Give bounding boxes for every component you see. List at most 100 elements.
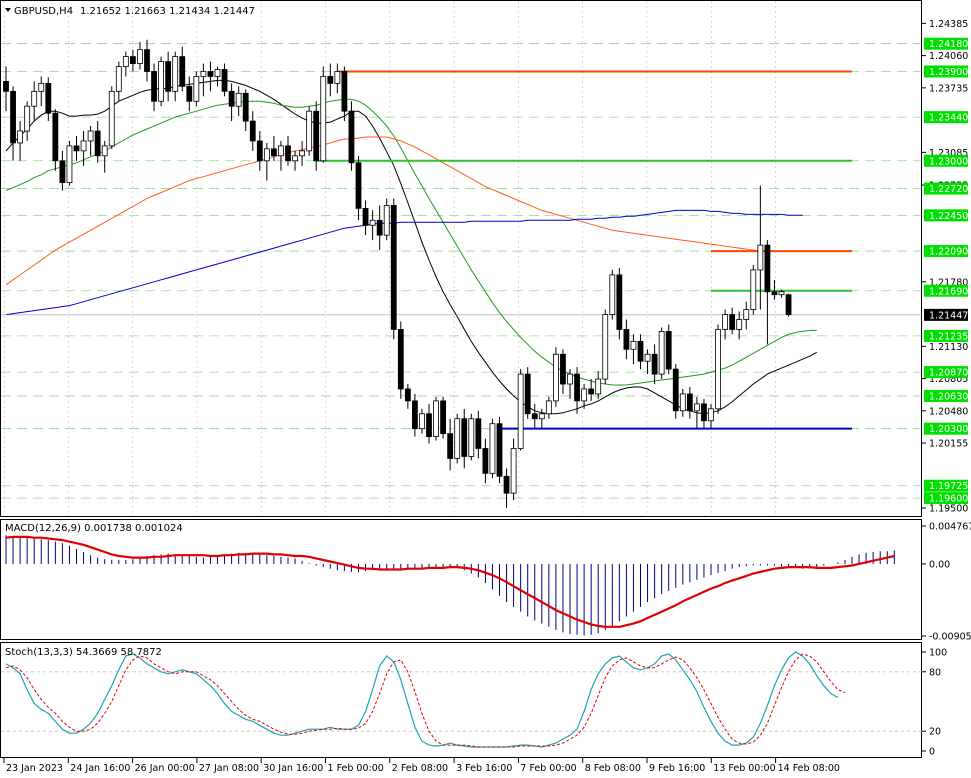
candle (553, 347, 559, 407)
candle (574, 367, 580, 414)
level-price-badge (924, 182, 968, 195)
candle (115, 61, 122, 102)
candle (489, 418, 496, 479)
level-price-badge (924, 329, 968, 342)
candle (59, 150, 66, 191)
bullish-candle-body (715, 329, 721, 410)
candle (38, 76, 45, 107)
level-price-label: 1.19725 (929, 481, 968, 492)
candle (348, 101, 355, 171)
time-tick-label: 13 Feb 00:00 (713, 763, 775, 774)
candle (658, 327, 665, 380)
price-tick-label: 1.20155 (929, 439, 968, 450)
stoch-tick-label: 100 (929, 648, 947, 659)
current-price-label: 1.21447 (929, 310, 968, 321)
candle (785, 293, 792, 317)
bullish-candle-body (750, 269, 757, 311)
bullish-candle-body (158, 61, 165, 102)
candle (278, 140, 284, 171)
bearish-candle-body (221, 69, 228, 92)
bearish-candle-body (355, 162, 362, 209)
bullish-candle-body (31, 90, 38, 107)
candle (285, 135, 291, 166)
candle (651, 344, 658, 385)
bullish-candle-body (334, 71, 341, 84)
level-price-badge (924, 284, 968, 297)
candle (327, 63, 334, 97)
price-tick-label: 1.21780 (929, 277, 968, 288)
bearish-candle-body (179, 56, 186, 87)
bullish-candle-body (489, 423, 496, 474)
candle (616, 267, 623, 340)
candle (679, 388, 686, 417)
dropdown-triangle-icon[interactable] (5, 8, 11, 12)
candle (242, 89, 249, 132)
bearish-candle-body (270, 148, 277, 157)
candle (17, 121, 24, 161)
bearish-candle-body (771, 291, 778, 296)
bullish-candle-body (538, 413, 545, 420)
candle (129, 49, 136, 72)
bullish-candle-body (419, 413, 425, 430)
bearish-candle-body (256, 140, 263, 162)
candle (524, 367, 531, 419)
stoch-tick-label: 80 (929, 667, 941, 678)
bearish-candle-body (524, 373, 531, 415)
candle (503, 468, 510, 509)
bullish-candle-body (708, 408, 714, 422)
candle (433, 396, 439, 441)
bearish-candle-body (672, 368, 679, 412)
bullish-candle-body (38, 82, 45, 92)
macd-tick-label: -0.009058 (929, 632, 971, 643)
candle (736, 311, 743, 340)
stochastic-indicator: 100 80 20 0 (1, 648, 947, 758)
bearish-candle-body (10, 90, 16, 144)
level-price-label: 1.21690 (929, 286, 968, 297)
level-price-badge (924, 492, 968, 505)
candle (94, 121, 101, 163)
bullish-candle-body (694, 403, 700, 412)
bullish-candle-body (369, 219, 376, 226)
horizontal-levels[interactable] (1, 70, 922, 430)
stoch-pane-frame (0, 642, 922, 758)
bearish-candle-body (637, 340, 644, 362)
time-tick-label: 30 Jan 16:00 (263, 763, 323, 774)
bullish-candle-body (630, 340, 637, 350)
candle (440, 396, 447, 439)
candle (517, 369, 524, 451)
candle (108, 86, 115, 149)
candle (475, 410, 482, 459)
bearish-candle-body (623, 329, 630, 350)
bearish-candle-body (165, 61, 172, 92)
candle (228, 83, 235, 122)
bullish-candle-body (122, 56, 129, 67)
candle (397, 321, 404, 399)
candle (52, 109, 59, 171)
macd-signal-line (5, 535, 895, 628)
bullish-candle-body (454, 418, 461, 459)
bullish-candle-body (595, 378, 602, 395)
candle (144, 39, 150, 82)
bearish-candle-body (397, 329, 404, 390)
bullish-candle-body (306, 110, 313, 152)
time-tick-label: 9 Feb 16:00 (649, 763, 705, 774)
candle (355, 155, 362, 221)
price-axis: 1.243851.240601.237351.230851.227551.217… (922, 19, 968, 515)
bullish-candle-body (24, 105, 31, 132)
candle (581, 384, 587, 409)
candle (567, 369, 573, 399)
candle (383, 198, 390, 241)
bullish-candle-body (433, 400, 439, 438)
level-price-label: 1.23000 (929, 156, 968, 167)
candle (623, 319, 630, 360)
candle (122, 51, 129, 77)
level-price-label: 1.20300 (929, 424, 968, 435)
bearish-candle-body (186, 85, 193, 102)
bearish-candle-body (440, 400, 447, 435)
bullish-candle-body (80, 140, 87, 152)
candle (362, 200, 369, 236)
candle (609, 269, 616, 320)
candle (701, 398, 707, 429)
level-price-label: 1.21235 (929, 331, 968, 342)
